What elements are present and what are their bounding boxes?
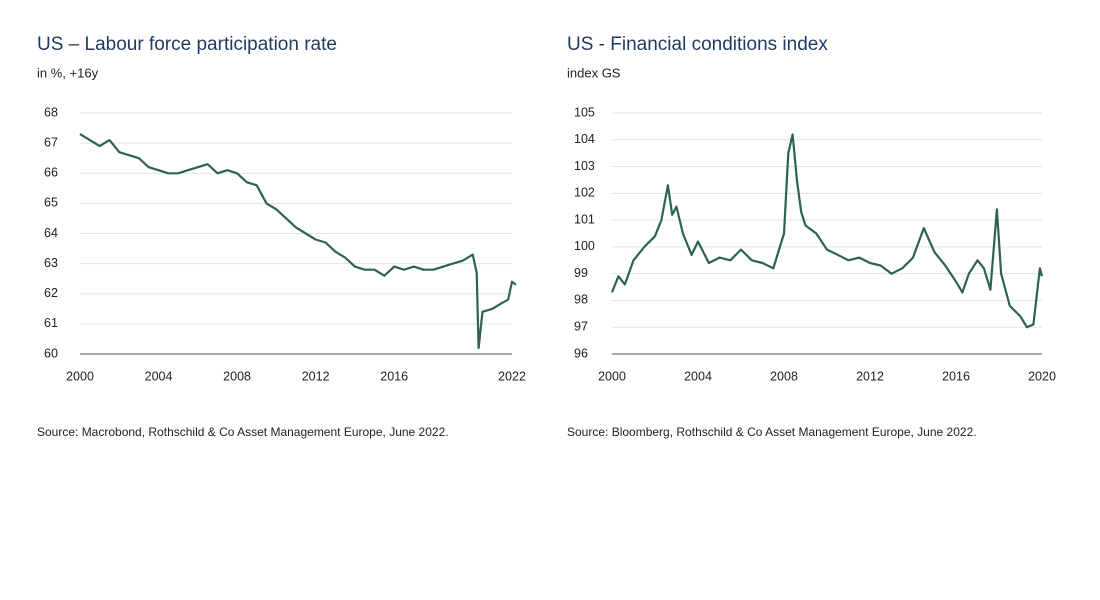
- y-tick-label: 100: [574, 239, 595, 253]
- x-tick-label: 2004: [684, 369, 712, 383]
- y-tick-label: 68: [44, 105, 58, 119]
- x-tick-label: 2016: [942, 369, 970, 383]
- y-tick-label: 101: [574, 212, 595, 226]
- x-tick-label: 2016: [380, 369, 408, 383]
- x-tick-label: 2020: [1028, 369, 1056, 383]
- y-tick-label: 62: [44, 286, 58, 300]
- chart-title: US – Labour force participation rate: [37, 34, 337, 55]
- x-tick-label: 2008: [223, 369, 251, 383]
- y-tick-label: 60: [44, 346, 58, 360]
- y-tick-label: 97: [574, 320, 588, 334]
- x-tick-label: 2004: [145, 369, 173, 383]
- y-tick-label: 61: [44, 316, 58, 330]
- y-tick-label: 66: [44, 166, 58, 180]
- chart-panel: US - Financial conditions index index GS S…: [567, 34, 1056, 439]
- y-tick-label: 98: [574, 293, 588, 307]
- y-tick-label: 63: [44, 256, 58, 270]
- y-tick-label: 103: [574, 159, 595, 173]
- source-note: Source: Macrobond, Rothschild & Co Asset…: [37, 425, 449, 439]
- x-tick-label: 2000: [598, 369, 626, 383]
- y-tick-label: 96: [574, 346, 588, 360]
- x-tick-label: 2012: [856, 369, 884, 383]
- y-tick-label: 99: [574, 266, 588, 280]
- data-line: [610, 133, 1044, 329]
- y-tick-label: 104: [574, 132, 595, 146]
- chart-subtitle: in %, +16y: [37, 65, 99, 80]
- chart-panel: US – Labour force participation rate in %…: [37, 34, 526, 439]
- source-note: Source: Bloomberg, Rothschild & Co Asset…: [567, 425, 977, 439]
- y-tick-label: 102: [574, 186, 595, 200]
- x-tick-label: 2008: [770, 369, 798, 383]
- y-tick-label: 105: [574, 105, 595, 119]
- y-tick-label: 67: [44, 135, 58, 149]
- chart-title: US - Financial conditions index: [567, 34, 828, 55]
- x-tick-label: 2022: [498, 369, 526, 383]
- y-tick-label: 64: [44, 226, 58, 240]
- data-line: [79, 133, 517, 350]
- x-tick-label: 2012: [302, 369, 330, 383]
- chart-subtitle: index GS: [567, 65, 621, 80]
- y-tick-label: 65: [44, 196, 58, 210]
- x-tick-label: 2000: [66, 369, 94, 383]
